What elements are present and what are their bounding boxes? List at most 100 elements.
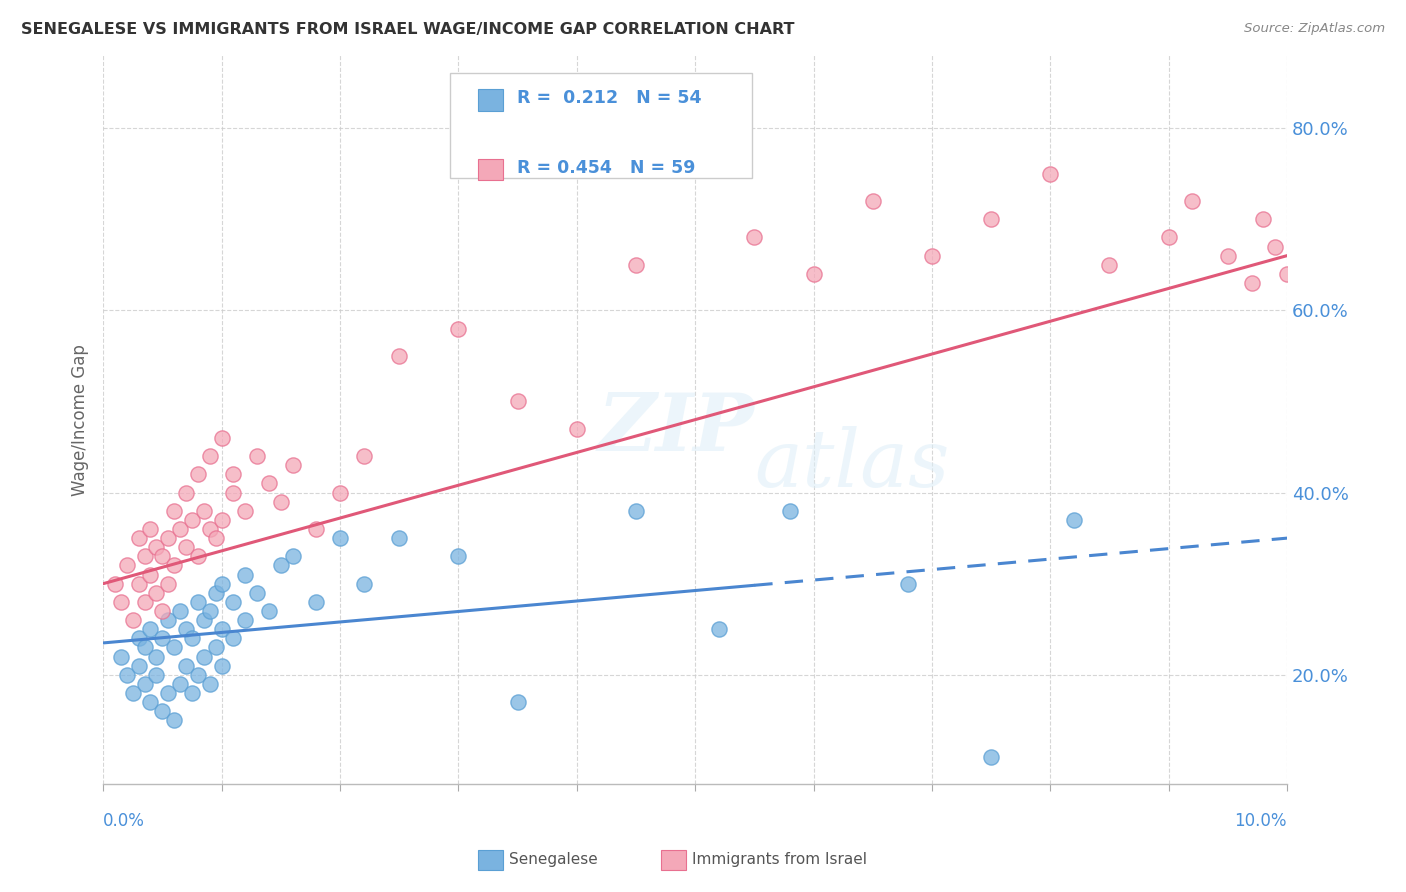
Point [174, 485, 197, 500]
Point [110, 595, 132, 609]
Point [779, 504, 801, 518]
Point [624, 258, 647, 272]
Text: R = 0.454   N = 59: R = 0.454 N = 59 [517, 159, 696, 177]
Point [222, 632, 245, 646]
Point [128, 658, 150, 673]
Point [187, 549, 209, 564]
Point [193, 649, 215, 664]
Text: Immigrants from Israel: Immigrants from Israel [692, 853, 866, 867]
Point [157, 576, 180, 591]
Point [169, 677, 191, 691]
Point [121, 613, 143, 627]
Point [211, 513, 233, 527]
Point [305, 522, 328, 536]
Text: atlas: atlas [754, 426, 949, 504]
Point [163, 558, 186, 573]
Point [150, 604, 173, 618]
Point [506, 695, 529, 709]
Point [980, 749, 1002, 764]
Point [1157, 230, 1180, 244]
Point [187, 668, 209, 682]
Point [174, 658, 197, 673]
Point [128, 632, 150, 646]
Point [353, 449, 375, 463]
Point [150, 704, 173, 718]
Point [211, 576, 233, 591]
Point [222, 595, 245, 609]
Point [145, 541, 167, 555]
Text: Senegalese: Senegalese [509, 853, 598, 867]
Point [1264, 239, 1286, 253]
Point [163, 504, 186, 518]
Point [181, 513, 204, 527]
Point [980, 212, 1002, 227]
Text: 0.0%: 0.0% [103, 812, 145, 830]
Point [115, 668, 138, 682]
Point [174, 541, 197, 555]
Point [134, 677, 156, 691]
Point [157, 613, 180, 627]
Point [145, 668, 167, 682]
Point [181, 686, 204, 700]
Text: 10.0%: 10.0% [1234, 812, 1286, 830]
Point [624, 504, 647, 518]
Text: SENEGALESE VS IMMIGRANTS FROM ISRAEL WAGE/INCOME GAP CORRELATION CHART: SENEGALESE VS IMMIGRANTS FROM ISRAEL WAG… [21, 22, 794, 37]
Text: ZIP: ZIP [598, 390, 754, 467]
Point [222, 485, 245, 500]
Point [233, 567, 256, 582]
Point [134, 595, 156, 609]
Point [1039, 167, 1062, 181]
Point [742, 230, 765, 244]
Point [211, 622, 233, 636]
Point [163, 640, 186, 655]
Point [198, 677, 221, 691]
Text: R =  0.212   N = 54: R = 0.212 N = 54 [517, 89, 702, 107]
Point [204, 531, 226, 545]
Point [222, 467, 245, 482]
Point [150, 632, 173, 646]
Point [1253, 212, 1275, 227]
Point [1275, 267, 1298, 281]
Point [305, 595, 328, 609]
Point [104, 576, 127, 591]
Point [134, 640, 156, 655]
Point [388, 349, 411, 363]
Point [257, 604, 280, 618]
Point [897, 576, 920, 591]
Point [447, 549, 470, 564]
Point [181, 632, 204, 646]
Point [139, 522, 162, 536]
Point [139, 567, 162, 582]
Point [246, 449, 269, 463]
Point [329, 531, 352, 545]
Point [121, 686, 143, 700]
Point [353, 576, 375, 591]
Point [1240, 276, 1263, 290]
Point [211, 431, 233, 445]
Text: Source: ZipAtlas.com: Source: ZipAtlas.com [1244, 22, 1385, 36]
Point [204, 586, 226, 600]
Point [157, 531, 180, 545]
Point [388, 531, 411, 545]
Point [270, 558, 292, 573]
Point [281, 458, 304, 473]
Point [1216, 249, 1239, 263]
Point [174, 622, 197, 636]
Point [169, 604, 191, 618]
Y-axis label: Wage/Income Gap: Wage/Income Gap [72, 343, 89, 496]
Point [1098, 258, 1121, 272]
Point [198, 522, 221, 536]
Point [145, 649, 167, 664]
Point [270, 494, 292, 508]
Point [198, 449, 221, 463]
Point [447, 321, 470, 335]
Point [257, 476, 280, 491]
Point [110, 649, 132, 664]
Point [329, 485, 352, 500]
Point [157, 686, 180, 700]
Point [506, 394, 529, 409]
Point [128, 576, 150, 591]
Point [233, 504, 256, 518]
Point [169, 522, 191, 536]
Point [115, 558, 138, 573]
